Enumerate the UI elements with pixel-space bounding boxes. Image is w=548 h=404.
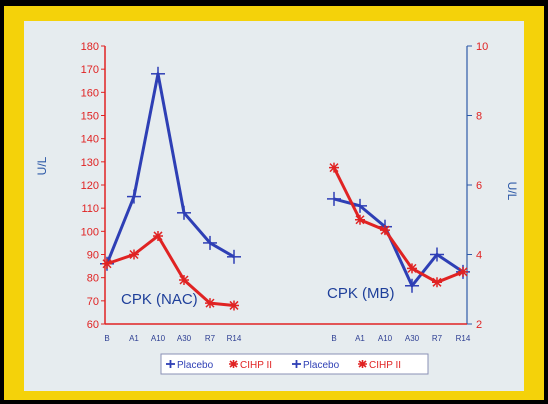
cihp-point [179,274,189,285]
x-tick-label: A10 [151,334,166,343]
slide-frame: 60 70 80 90 100 110 120 130 140 150 160 170 180 U/L 2 4… [4,6,544,400]
x-tick-label: A30 [177,334,192,343]
left-axis-tick-label: 180 [81,41,99,53]
x-tick-label: A1 [129,334,139,343]
cihp-point [355,214,365,225]
legend-label: Placebo [303,360,340,371]
x-tick-label: A30 [405,334,420,343]
legend-cihp-icon [358,360,367,368]
cihp-point [407,263,417,274]
placebo-line-nac [105,72,235,265]
left-axis-tick-label: 90 [87,250,99,262]
cihp-line-mb [332,166,464,284]
left-axis-tick-label: 120 [81,180,99,192]
legend-cihp-icon [229,360,238,368]
cihp-point [458,266,468,277]
right-axis-tick-label: 4 [476,250,482,262]
cihp-point [329,162,339,173]
x-tick-label: A1 [355,334,365,343]
legend-label: Placebo [177,360,214,371]
right-axis-tick-label: 8 [476,111,482,123]
left-axis-tick-label: 170 [81,64,99,76]
right-axis-tick-label: 6 [476,180,482,192]
left-axis-tick-label: 160 [81,87,99,99]
left-axis-tick-label: 60 [87,319,99,331]
cihp-point [153,230,163,241]
right-axis-tick-label: 2 [476,319,482,331]
cihp-point [102,258,112,269]
placebo-line-mb [333,197,464,288]
cihp-point [229,300,239,311]
cihp-point [205,298,215,309]
legend-label: CIHP II [240,360,272,371]
left-axis-label: U/L [35,156,49,175]
cihp-point [432,277,442,288]
right-axis-label: U/L [505,182,519,201]
panel-title-nac: CPK (NAC) [121,291,198,308]
left-axis-tick-label: 80 [87,273,99,285]
slide-panel: 60 70 80 90 100 110 120 130 140 150 160 170 180 U/L 2 4… [24,21,524,391]
panel-title-mb: CPK (MB) [327,285,395,302]
left-axis-tick-label: 110 [81,203,99,215]
legend-label: CIHP II [369,360,401,371]
left-axis-tick-label: 150 [81,111,99,123]
x-tick-label: R14 [227,334,242,343]
x-tick-label: R7 [205,334,216,343]
x-tick-label: B [331,334,336,343]
x-tick-label: A10 [378,334,393,343]
left-axis-tick-label: 140 [81,134,99,146]
right-axis-tick-label: 10 [476,41,488,53]
x-tick-label: R7 [432,334,443,343]
left-axis-tick-label: 70 [87,296,99,308]
left-axis-tick-label: 130 [81,157,99,169]
cpk-chart: 60 70 80 90 100 110 120 130 140 150 160 170 180 U/L 2 4… [35,41,519,375]
left-axis-tick-label: 100 [81,226,99,238]
x-tick-label: R14 [456,334,471,343]
x-tick-label: B [104,334,109,343]
cihp-point [380,225,390,236]
cihp-point [129,249,139,260]
